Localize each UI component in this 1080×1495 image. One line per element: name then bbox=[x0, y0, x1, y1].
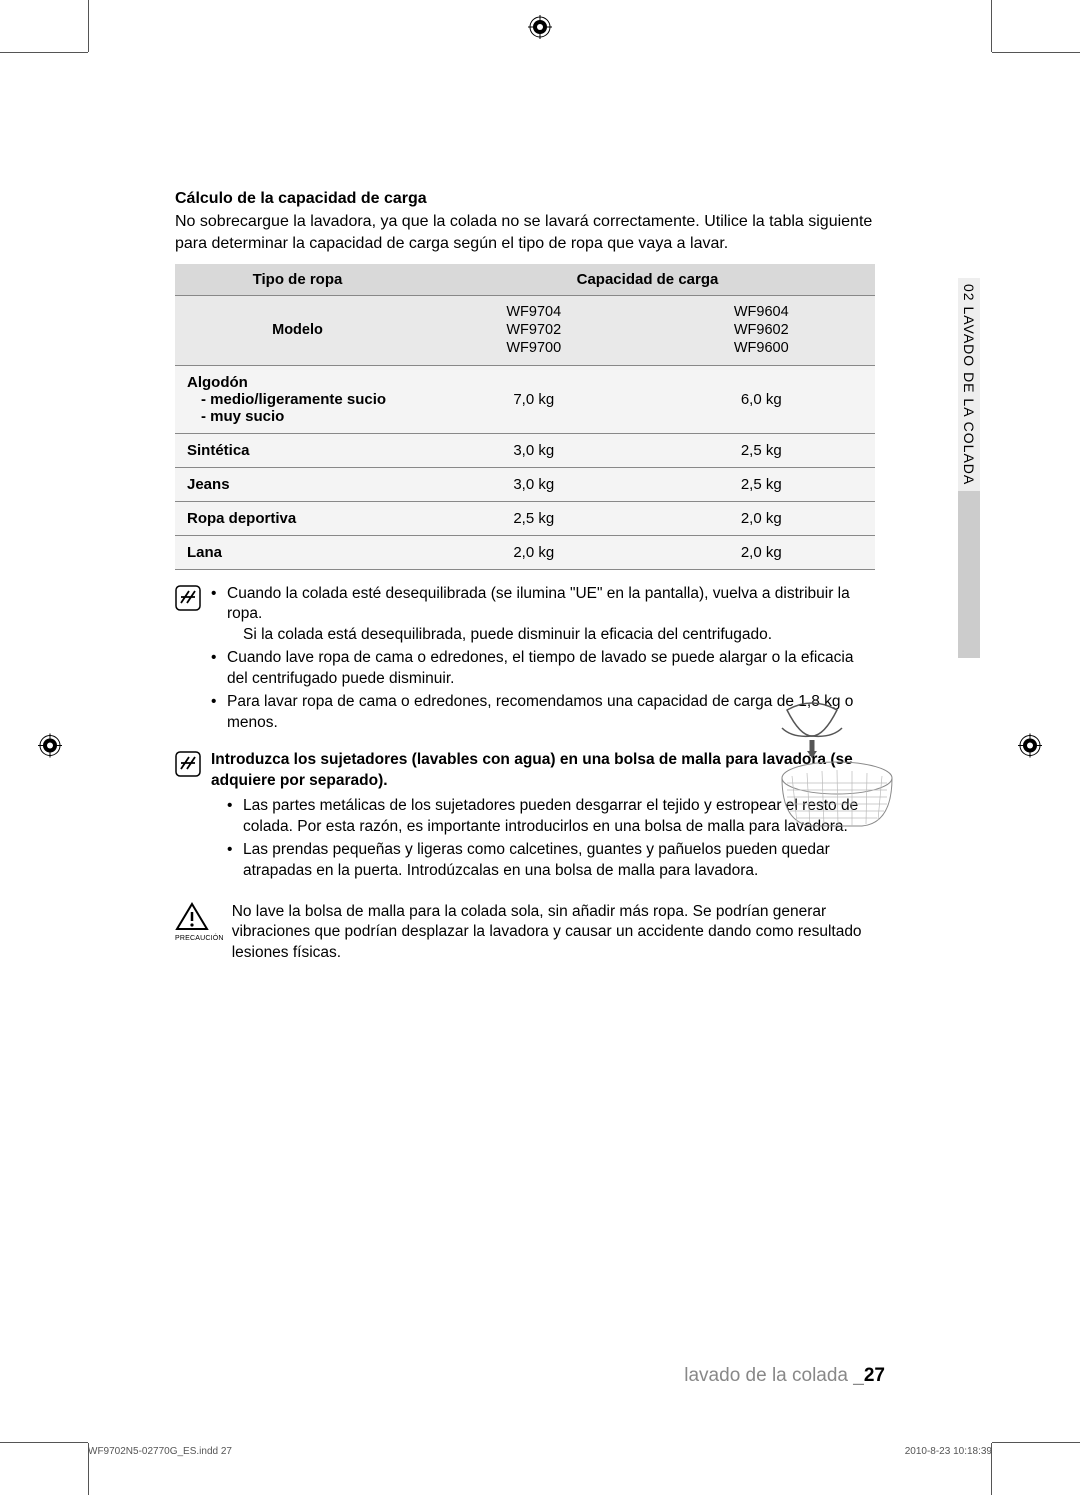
note-icon bbox=[175, 750, 203, 884]
warning-icon: PRECAUCIÓN bbox=[175, 902, 224, 965]
table-cell: 3,0 kg bbox=[420, 467, 648, 501]
table-header: Tipo de ropa bbox=[175, 264, 420, 296]
caution-block: PRECAUCIÓN No lave la bolsa de malla par… bbox=[175, 902, 875, 965]
table-cell: Jeans bbox=[175, 467, 420, 501]
note-text: Si la colada está desequilibrada, puede … bbox=[227, 625, 875, 646]
table-cell: Sintética bbox=[175, 433, 420, 467]
section-tab-label: 02 LAVADO DE LA COLADA bbox=[958, 278, 980, 491]
table-cell: 2,0 kg bbox=[648, 501, 876, 535]
caution-label: PRECAUCIÓN bbox=[175, 935, 224, 942]
note-icon bbox=[175, 584, 203, 736]
registration-mark-icon bbox=[1018, 733, 1042, 762]
table-cell: 3,0 kg bbox=[420, 433, 648, 467]
crop-mark bbox=[992, 52, 1080, 53]
crop-mark bbox=[88, 0, 89, 52]
table-row: Algodón - medio/ligeramente sucio - muy … bbox=[175, 365, 875, 433]
section-tab: 02 LAVADO DE LA COLADA bbox=[958, 278, 980, 658]
table-cell: 6,0 kg bbox=[648, 365, 876, 433]
registration-mark-icon bbox=[528, 15, 552, 44]
table-subheader: Modelo bbox=[175, 296, 420, 365]
table-cell: Lana bbox=[175, 535, 420, 569]
print-metadata: 2010-8-23 10:18:39 bbox=[905, 1446, 992, 1457]
table-cell: Ropa deportiva bbox=[175, 501, 420, 535]
table-cell: 2,0 kg bbox=[420, 535, 648, 569]
table-cell: 2,5 kg bbox=[420, 501, 648, 535]
crop-mark bbox=[992, 1442, 1080, 1443]
section-tab-bar bbox=[958, 491, 980, 658]
table-row: Sintética 3,0 kg 2,5 kg bbox=[175, 433, 875, 467]
registration-mark-icon bbox=[38, 733, 62, 762]
print-metadata: WF9702N5-02770G_ES.indd 27 bbox=[88, 1446, 232, 1457]
table-cell: 7,0 kg bbox=[420, 365, 648, 433]
table-row: Lana 2,0 kg 2,0 kg bbox=[175, 535, 875, 569]
crop-mark bbox=[991, 0, 992, 52]
page-number: 27 bbox=[864, 1365, 885, 1386]
section-title: Cálculo de la capacidad de carga bbox=[175, 190, 875, 208]
table-row: Ropa deportiva 2,5 kg 2,0 kg bbox=[175, 501, 875, 535]
table-subheader: WF9604 WF9602 WF9600 bbox=[648, 296, 876, 365]
table-cell: Algodón - medio/ligeramente sucio - muy … bbox=[175, 365, 420, 433]
capacity-table: Tipo de ropa Capacidad de carga Modelo W… bbox=[175, 264, 875, 569]
table-cell: 2,5 kg bbox=[648, 433, 876, 467]
note-text: Cuando lave ropa de cama o edredones, el… bbox=[211, 648, 875, 690]
bra-bag-illustration bbox=[742, 698, 902, 838]
table-subheader: WF9704 WF9702 WF9700 bbox=[420, 296, 648, 365]
table-row: Jeans 3,0 kg 2,5 kg bbox=[175, 467, 875, 501]
footer-section: lavado de la colada _ bbox=[684, 1365, 864, 1386]
crop-mark bbox=[0, 52, 88, 53]
table-header: Capacidad de carga bbox=[420, 264, 875, 296]
crop-mark bbox=[0, 1442, 88, 1443]
note-text: Las prendas pequeñas y ligeras como calc… bbox=[227, 840, 875, 882]
section-intro: No sobrecargue la lavadora, ya que la co… bbox=[175, 211, 875, 254]
page-footer: lavado de la colada _27 bbox=[684, 1365, 885, 1387]
table-cell: 2,5 kg bbox=[648, 467, 876, 501]
note-text: Cuando la colada esté desequilibrada (se… bbox=[227, 585, 850, 623]
page-body: Cálculo de la capacidad de carga No sobr… bbox=[175, 190, 875, 964]
table-cell: 2,0 kg bbox=[648, 535, 876, 569]
caution-text: No lave la bolsa de malla para la colada… bbox=[232, 902, 875, 965]
